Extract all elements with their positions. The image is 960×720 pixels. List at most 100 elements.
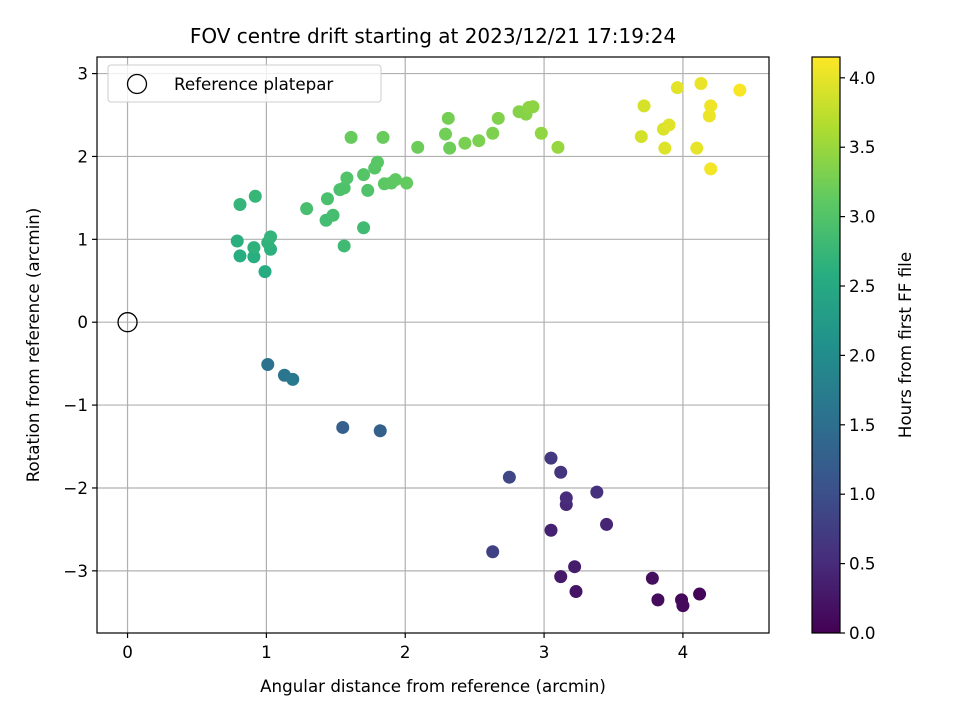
scatter-point [320,192,334,206]
scatter-point [370,155,384,169]
plot-background [97,57,769,633]
scatter-point [376,130,390,144]
scatter-point [658,141,672,155]
y-tick-label: 2 [77,146,88,166]
colorbar-tick-label: 3.0 [849,207,876,227]
scatter-point [651,593,665,607]
scatter-point [634,130,648,144]
x-tick-label: 0 [122,642,133,662]
scatter-point [544,451,558,465]
scatter-point [357,221,371,235]
scatter-point [502,470,516,484]
scatter-point [286,372,300,386]
colorbar-tick-label: 0.0 [849,623,876,643]
scatter-point [491,111,505,125]
scatter-point [337,181,351,195]
scatter-point [373,424,387,438]
scatter-points [230,77,747,613]
chart-title: FOV centre drift starting at 2023/12/21 … [190,24,676,48]
scatter-point [357,168,371,182]
scatter-point [400,176,414,190]
colorbar-tick-label: 4.0 [849,68,876,88]
scatter-point [458,136,472,150]
scatter-point [337,239,351,253]
scatter-point [248,189,262,203]
reference-marker [117,312,138,333]
scatter-point [443,141,457,155]
scatter-point [486,126,500,140]
y-axis-title: Rotation from reference (arcmin) [23,208,43,483]
scatter-point [544,523,558,537]
legend: Reference platepar [107,64,382,103]
colorbar-tick-label: 0.5 [849,554,876,574]
colorbar-ticks: 0.0 0.5 1.0 1.5 2.0 2.5 3.0 3.5 4.0 [840,68,876,643]
colorbar-gradient [811,56,841,634]
scatter-point [590,485,604,499]
scatter-point [340,171,354,185]
scatter-point [438,127,452,141]
colorbar-tick-label: 1.0 [849,484,876,504]
scatter-point [554,465,568,479]
scatter-point [300,202,314,216]
scatter-point [247,241,261,255]
scatter-point [569,585,583,599]
scatter-point [233,249,247,263]
plot-frame [96,56,770,634]
plot-area: 0 1 2 3 4 −3 −2 −1 0 1 2 3 Reference platepar [63,56,770,662]
colorbar-label: Hours from first FF file [895,252,915,438]
scatter-point [600,517,614,531]
scatter-point [361,183,375,197]
scatter-point [326,208,340,222]
colorbar-tick-label: 1.5 [849,415,876,435]
scatter-point [645,571,659,585]
y-tick-label: −2 [63,478,88,498]
scatter-point [441,111,455,125]
x-axis-ticks: 0 1 2 3 4 [122,633,688,662]
scatter-point [336,420,350,434]
scatter-point [230,234,244,248]
scatter-point [486,545,500,559]
x-tick-label: 2 [400,642,411,662]
legend-box [107,64,382,103]
scatter-point [534,126,548,140]
scatter-point [344,130,358,144]
scatter-point [258,265,272,279]
legend-label: Reference platepar [174,74,333,94]
x-tick-label: 1 [261,642,272,662]
x-axis-title: Angular distance from reference (arcmin) [260,676,606,696]
scatter-point [693,587,707,601]
grid [97,57,769,633]
scatter-point [733,83,747,97]
scatter-point [247,250,261,264]
y-tick-label: 3 [77,64,88,84]
x-tick-label: 3 [539,642,550,662]
scatter-point [670,81,684,95]
scatter-point [233,198,247,212]
scatter-point [551,140,565,154]
scatter-point [568,560,582,574]
scatter-point [704,99,718,113]
scatter-point [472,134,486,148]
colorbar-tick-label: 2.5 [849,276,876,296]
reference-marker-layer [117,312,138,333]
scatter-point [261,357,275,371]
y-tick-label: 1 [77,229,88,249]
scatter-point [690,141,704,155]
scatter-point [637,99,651,113]
colorbar-tick-label: 2.0 [849,345,876,365]
legend-marker-circle-icon [126,73,148,95]
scatter-point [676,599,690,613]
scatter-point [559,491,573,505]
scatter-point [702,109,716,123]
scatter-point [264,230,278,244]
scatter-point [554,570,568,584]
colorbar-tick-label: 3.5 [849,137,876,157]
y-tick-label: −3 [63,561,88,581]
y-tick-label: 0 [77,312,88,332]
scatter-point [662,118,676,132]
scatter-point [704,162,718,176]
y-axis-ticks: −3 −2 −1 0 1 2 3 [63,64,97,581]
y-tick-label: −1 [63,395,88,415]
scatter-point [411,140,425,154]
x-tick-label: 4 [678,642,689,662]
